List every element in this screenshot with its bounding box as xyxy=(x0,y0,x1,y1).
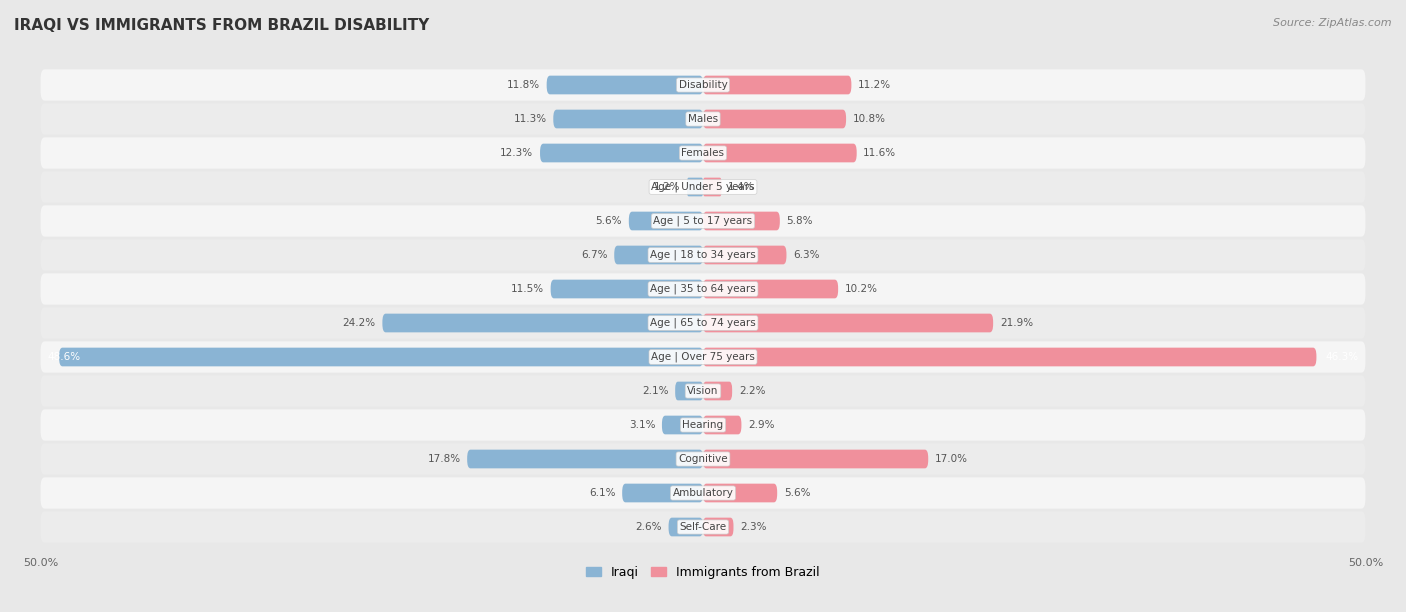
FancyBboxPatch shape xyxy=(688,177,703,196)
Text: Males: Males xyxy=(688,114,718,124)
Legend: Iraqi, Immigrants from Brazil: Iraqi, Immigrants from Brazil xyxy=(581,561,825,584)
Text: 3.1%: 3.1% xyxy=(628,420,655,430)
Text: Vision: Vision xyxy=(688,386,718,396)
FancyBboxPatch shape xyxy=(540,144,703,162)
FancyBboxPatch shape xyxy=(703,348,1316,367)
Text: Self-Care: Self-Care xyxy=(679,522,727,532)
FancyBboxPatch shape xyxy=(41,274,1365,305)
FancyBboxPatch shape xyxy=(703,212,780,230)
FancyBboxPatch shape xyxy=(703,450,928,468)
Text: 11.8%: 11.8% xyxy=(508,80,540,90)
FancyBboxPatch shape xyxy=(623,483,703,502)
FancyBboxPatch shape xyxy=(382,313,703,332)
FancyBboxPatch shape xyxy=(41,103,1365,135)
Text: 24.2%: 24.2% xyxy=(343,318,375,328)
Text: 6.1%: 6.1% xyxy=(589,488,616,498)
Text: 2.3%: 2.3% xyxy=(740,522,766,532)
FancyBboxPatch shape xyxy=(628,212,703,230)
Text: Disability: Disability xyxy=(679,80,727,90)
Text: Source: ZipAtlas.com: Source: ZipAtlas.com xyxy=(1274,18,1392,28)
Text: 46.3%: 46.3% xyxy=(1326,352,1358,362)
Text: 11.5%: 11.5% xyxy=(510,284,544,294)
Text: Age | 5 to 17 years: Age | 5 to 17 years xyxy=(654,216,752,226)
FancyBboxPatch shape xyxy=(703,518,734,536)
Text: 1.4%: 1.4% xyxy=(728,182,755,192)
FancyBboxPatch shape xyxy=(703,144,856,162)
Text: Ambulatory: Ambulatory xyxy=(672,488,734,498)
FancyBboxPatch shape xyxy=(41,409,1365,441)
Text: 2.6%: 2.6% xyxy=(636,522,662,532)
FancyBboxPatch shape xyxy=(551,280,703,298)
FancyBboxPatch shape xyxy=(703,245,786,264)
FancyBboxPatch shape xyxy=(41,206,1365,237)
FancyBboxPatch shape xyxy=(41,171,1365,203)
FancyBboxPatch shape xyxy=(703,483,778,502)
Text: 11.2%: 11.2% xyxy=(858,80,891,90)
Text: Females: Females xyxy=(682,148,724,158)
FancyBboxPatch shape xyxy=(59,348,703,367)
FancyBboxPatch shape xyxy=(703,416,741,435)
FancyBboxPatch shape xyxy=(467,450,703,468)
Text: 2.1%: 2.1% xyxy=(643,386,669,396)
FancyBboxPatch shape xyxy=(703,382,733,400)
FancyBboxPatch shape xyxy=(614,245,703,264)
Text: 5.6%: 5.6% xyxy=(783,488,810,498)
FancyBboxPatch shape xyxy=(41,69,1365,100)
FancyBboxPatch shape xyxy=(41,137,1365,169)
FancyBboxPatch shape xyxy=(41,443,1365,475)
Text: 10.2%: 10.2% xyxy=(845,284,877,294)
FancyBboxPatch shape xyxy=(41,307,1365,338)
Text: 6.3%: 6.3% xyxy=(793,250,820,260)
Text: Age | 65 to 74 years: Age | 65 to 74 years xyxy=(650,318,756,328)
Text: 6.7%: 6.7% xyxy=(581,250,607,260)
Text: 10.8%: 10.8% xyxy=(852,114,886,124)
Text: Age | 18 to 34 years: Age | 18 to 34 years xyxy=(650,250,756,260)
FancyBboxPatch shape xyxy=(41,512,1365,543)
FancyBboxPatch shape xyxy=(703,110,846,129)
FancyBboxPatch shape xyxy=(703,76,852,94)
FancyBboxPatch shape xyxy=(669,518,703,536)
Text: 11.6%: 11.6% xyxy=(863,148,897,158)
FancyBboxPatch shape xyxy=(41,341,1365,373)
FancyBboxPatch shape xyxy=(547,76,703,94)
Text: 5.8%: 5.8% xyxy=(786,216,813,226)
FancyBboxPatch shape xyxy=(41,477,1365,509)
FancyBboxPatch shape xyxy=(41,239,1365,271)
Text: Age | 35 to 64 years: Age | 35 to 64 years xyxy=(650,284,756,294)
FancyBboxPatch shape xyxy=(554,110,703,129)
Text: Cognitive: Cognitive xyxy=(678,454,728,464)
Text: 12.3%: 12.3% xyxy=(501,148,533,158)
Text: 5.6%: 5.6% xyxy=(596,216,623,226)
Text: Age | Over 75 years: Age | Over 75 years xyxy=(651,352,755,362)
FancyBboxPatch shape xyxy=(41,375,1365,406)
Text: Age | Under 5 years: Age | Under 5 years xyxy=(651,182,755,192)
FancyBboxPatch shape xyxy=(675,382,703,400)
Text: 1.2%: 1.2% xyxy=(654,182,681,192)
Text: 48.6%: 48.6% xyxy=(48,352,80,362)
Text: 2.2%: 2.2% xyxy=(738,386,765,396)
Text: Hearing: Hearing xyxy=(682,420,724,430)
FancyBboxPatch shape xyxy=(703,313,993,332)
Text: 11.3%: 11.3% xyxy=(513,114,547,124)
FancyBboxPatch shape xyxy=(703,177,721,196)
FancyBboxPatch shape xyxy=(662,416,703,435)
Text: 21.9%: 21.9% xyxy=(1000,318,1033,328)
FancyBboxPatch shape xyxy=(703,280,838,298)
Text: 2.9%: 2.9% xyxy=(748,420,775,430)
Text: 17.0%: 17.0% xyxy=(935,454,967,464)
Text: IRAQI VS IMMIGRANTS FROM BRAZIL DISABILITY: IRAQI VS IMMIGRANTS FROM BRAZIL DISABILI… xyxy=(14,18,429,34)
Text: 17.8%: 17.8% xyxy=(427,454,461,464)
